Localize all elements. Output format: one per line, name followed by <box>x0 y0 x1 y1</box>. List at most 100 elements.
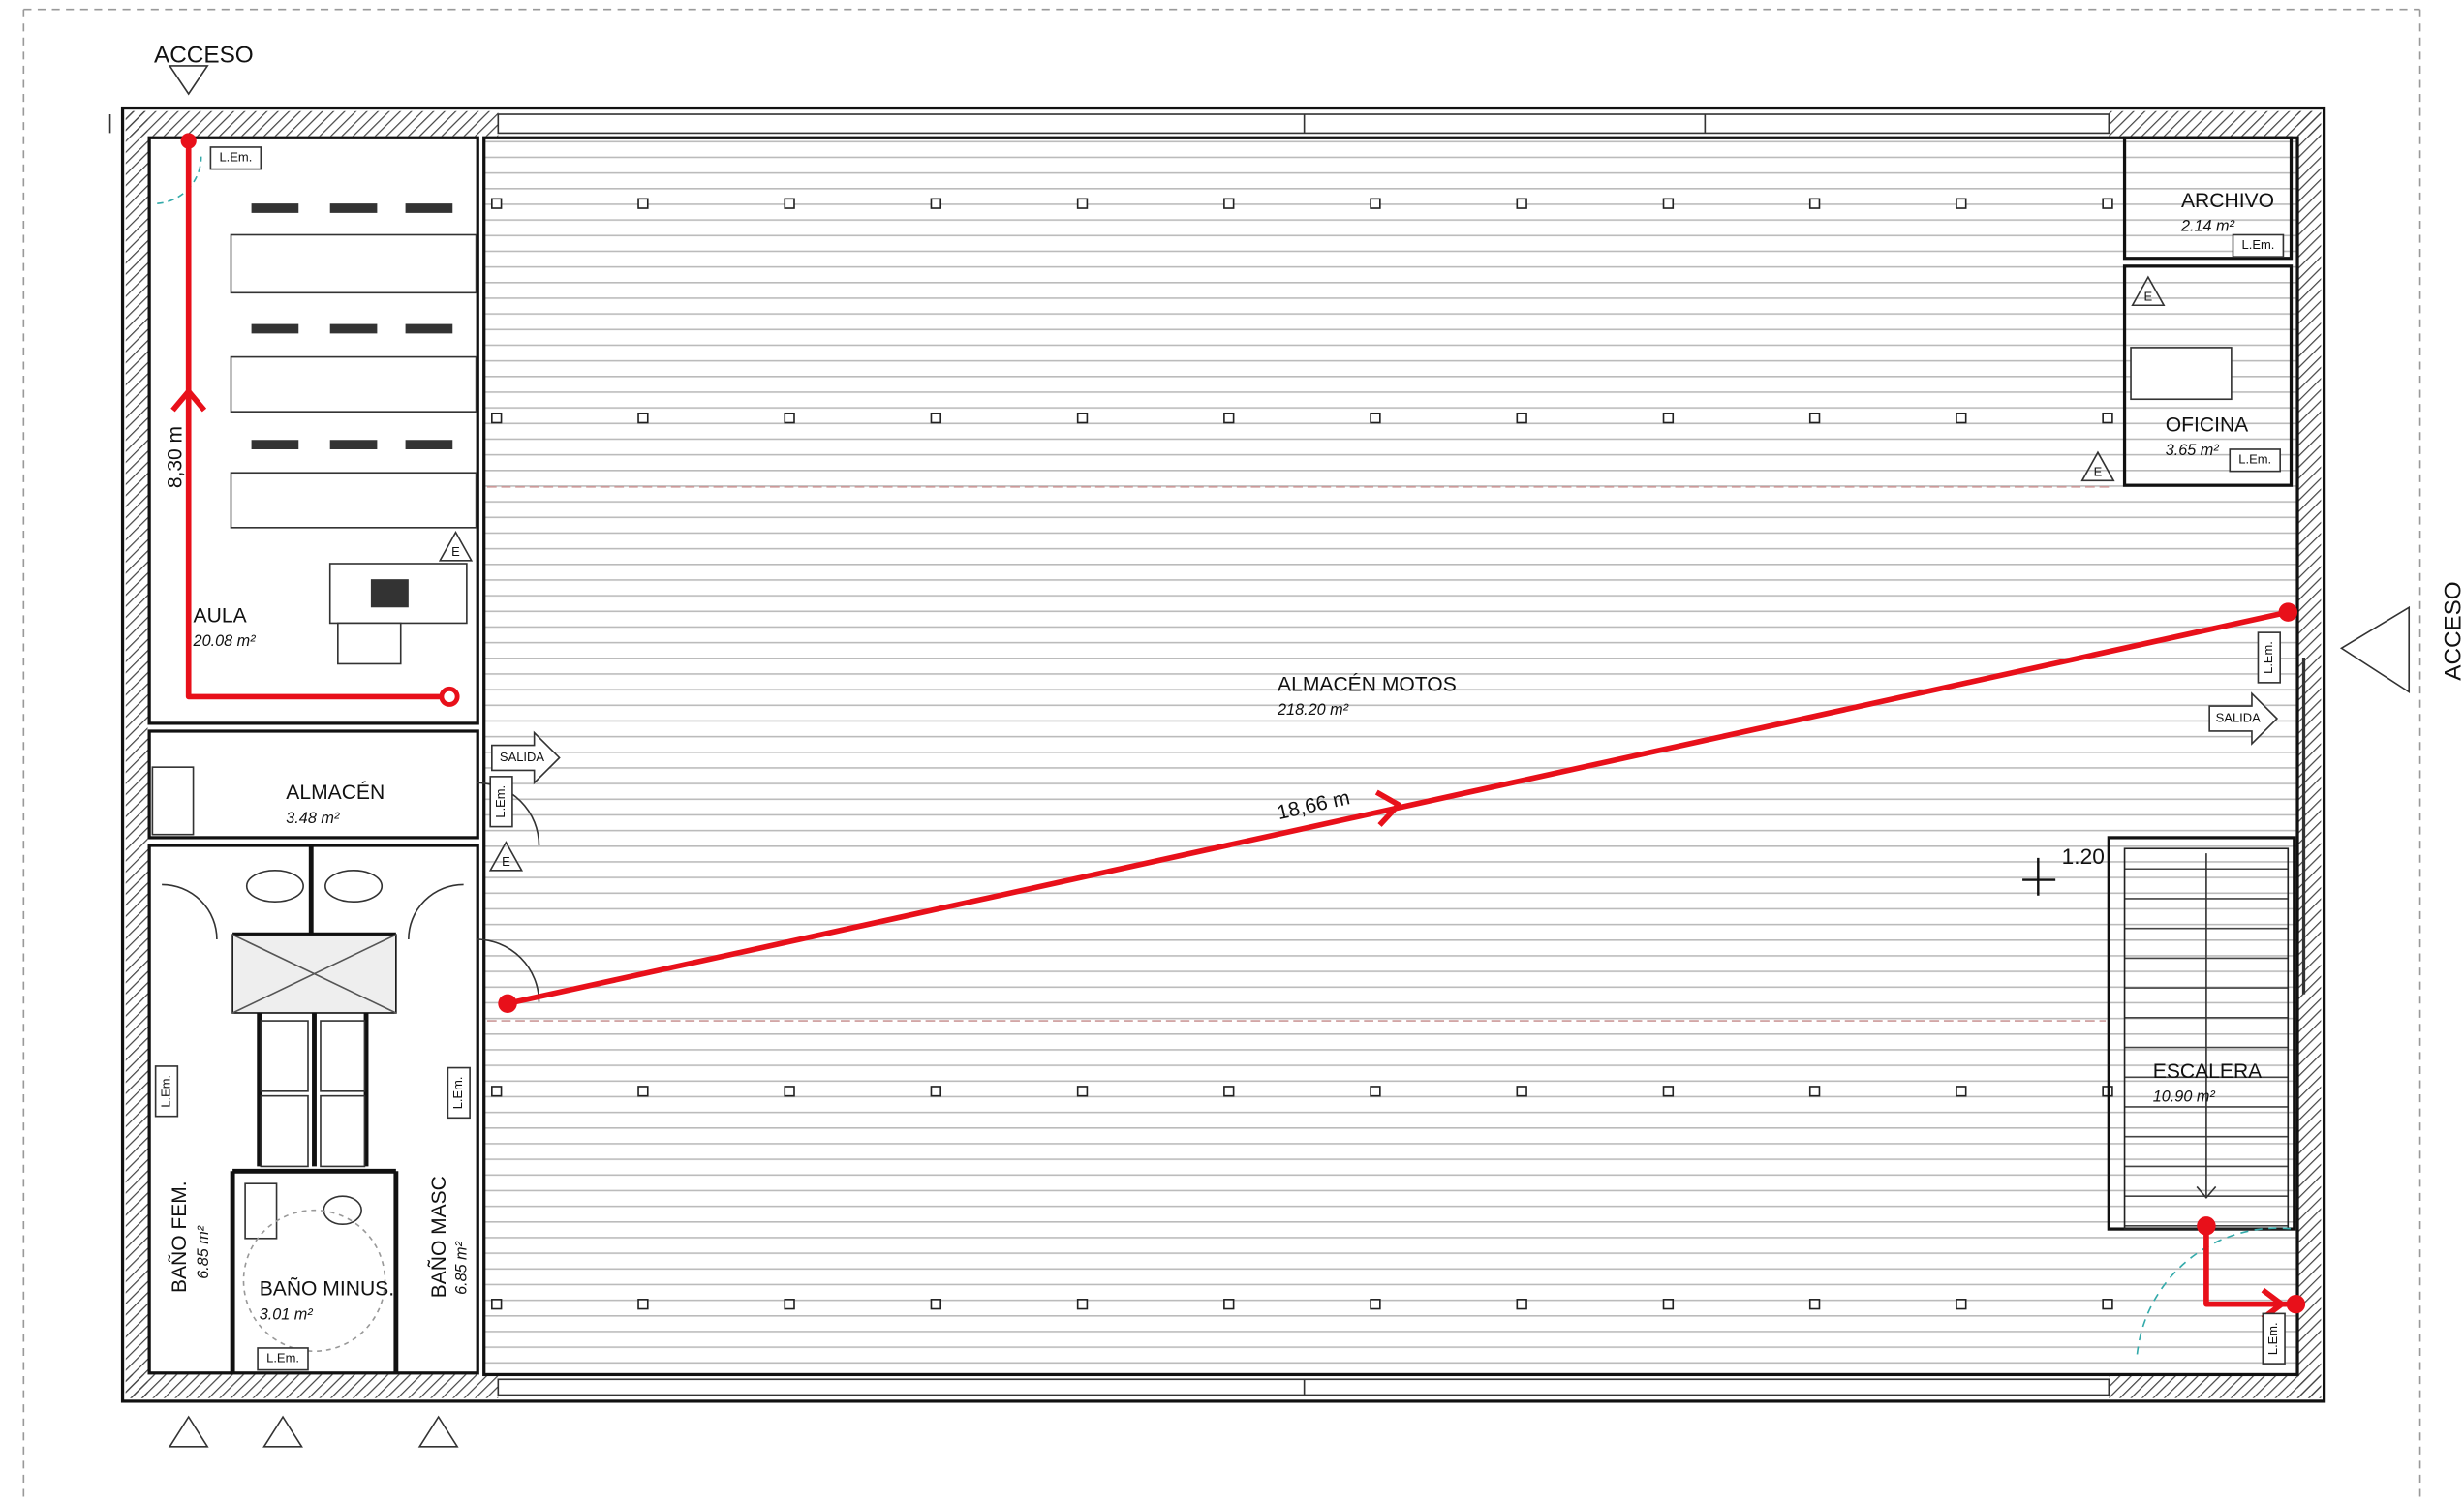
room-name: OFICINA <box>2166 414 2249 436</box>
light-box <box>447 1066 471 1120</box>
evacuation-route <box>2203 1225 2296 1307</box>
turning-circle <box>242 1209 386 1352</box>
column <box>1076 1299 1089 1310</box>
room-name: ARCHIVO <box>2181 190 2274 212</box>
room-area: 10.90 m² <box>2153 1089 2216 1106</box>
column <box>491 198 503 209</box>
light-label: L.Em. <box>2242 237 2275 252</box>
oficina-room <box>2122 264 2294 487</box>
room-area: 20.08 m² <box>193 632 257 650</box>
room-name: BAÑO MINUS. <box>260 1277 394 1301</box>
column <box>637 412 649 424</box>
light-label: L.Em. <box>493 785 508 818</box>
column <box>1516 1086 1527 1097</box>
column <box>491 1299 503 1310</box>
column <box>1223 1299 1235 1310</box>
light-label: L.Em. <box>2261 641 2275 674</box>
column <box>784 1086 795 1097</box>
access-triangle <box>168 65 209 96</box>
room-area: 3.48 m² <box>286 810 340 827</box>
column <box>1808 412 1821 424</box>
wall-hatch <box>125 110 148 1398</box>
emergency-light: L.Em. <box>154 1065 179 1118</box>
column <box>1662 412 1675 424</box>
toilet <box>324 870 384 904</box>
emergency-light: L.Em. <box>2257 631 2281 684</box>
aula-room <box>147 136 479 725</box>
column <box>1956 412 1967 424</box>
column <box>1662 1299 1675 1310</box>
light-box <box>2262 1312 2286 1365</box>
room-area: 6.85 m² <box>195 1225 212 1278</box>
light-box <box>257 1347 309 1371</box>
room-area: 2.14 m² <box>2180 218 2235 235</box>
emergency-light: L.Em. <box>209 146 262 170</box>
route-endpoints <box>180 133 2306 1314</box>
dimension-mark <box>2022 857 2056 896</box>
room-area: 3.65 m² <box>2166 442 2220 459</box>
sink <box>260 1020 309 1092</box>
sink <box>260 1094 309 1168</box>
light-label: L.Em. <box>266 1351 299 1365</box>
exit-label: SALIDA <box>2216 710 2261 724</box>
column <box>1956 198 1967 209</box>
access-label: ACCESO <box>2441 581 2464 680</box>
wall-hatch <box>2109 110 2322 137</box>
column <box>784 1299 795 1310</box>
almacen-room <box>147 729 479 840</box>
column <box>491 1086 503 1097</box>
column <box>1076 198 1089 209</box>
sink <box>320 1094 366 1168</box>
route-length: 8,30 m <box>164 426 186 488</box>
light-label: L.Em. <box>158 1075 172 1108</box>
wall-hatch <box>125 110 499 137</box>
toilet <box>323 1195 362 1226</box>
beam-line <box>486 485 2114 1022</box>
wall-hatch <box>125 1374 499 1398</box>
column <box>1223 412 1235 424</box>
column <box>1076 412 1089 424</box>
column <box>1516 1299 1527 1310</box>
emergency-light: L.Em. <box>489 776 513 828</box>
column <box>930 1299 942 1310</box>
room-name: ESCALERA <box>2153 1060 2262 1083</box>
light-box <box>489 776 513 828</box>
column <box>1516 198 1527 209</box>
wall-hatch <box>2297 110 2322 1398</box>
column <box>1370 1299 1381 1310</box>
desk <box>2130 347 2233 401</box>
main-hall <box>482 136 2299 1377</box>
emergency-light: L.Em. <box>257 1347 309 1371</box>
emergency-light: L.Em. <box>2232 233 2285 258</box>
column <box>1808 198 1821 209</box>
room-name: ALMACÉN MOTOS <box>1278 674 1457 696</box>
exit-label: SALIDA <box>500 750 544 764</box>
door-swing <box>162 782 540 1002</box>
column <box>784 412 795 424</box>
column <box>1076 1086 1089 1097</box>
window-mullion <box>108 114 1707 1396</box>
light-label: L.Em. <box>2265 1322 2280 1355</box>
column <box>1370 198 1381 209</box>
evacuation-route <box>185 140 450 700</box>
column <box>1808 1299 1821 1310</box>
room-area: 6.85 m² <box>452 1242 470 1295</box>
emergency-lights: L.Em. L.Em. L.Em. L.Em. L.Em. L.Em. L.Em. L.Em.… <box>154 146 2286 1371</box>
window <box>497 113 2110 135</box>
columns <box>491 198 2113 1310</box>
column <box>1956 1086 1967 1097</box>
column <box>784 198 795 209</box>
column <box>1956 1299 1967 1310</box>
room-name: BAÑO MASC <box>427 1176 450 1298</box>
room-area: 218.20 m² <box>1277 701 1349 719</box>
stair-direction <box>2196 853 2217 1199</box>
column <box>491 412 503 424</box>
route-arrow <box>1374 789 1401 827</box>
extinguisher-label: E <box>2094 465 2103 479</box>
shower-drain <box>231 934 397 1014</box>
route-arrow <box>170 388 207 413</box>
room-name: ALMACÉN <box>286 782 385 804</box>
light-label: L.Em. <box>450 1077 465 1110</box>
light-box <box>2257 631 2281 684</box>
